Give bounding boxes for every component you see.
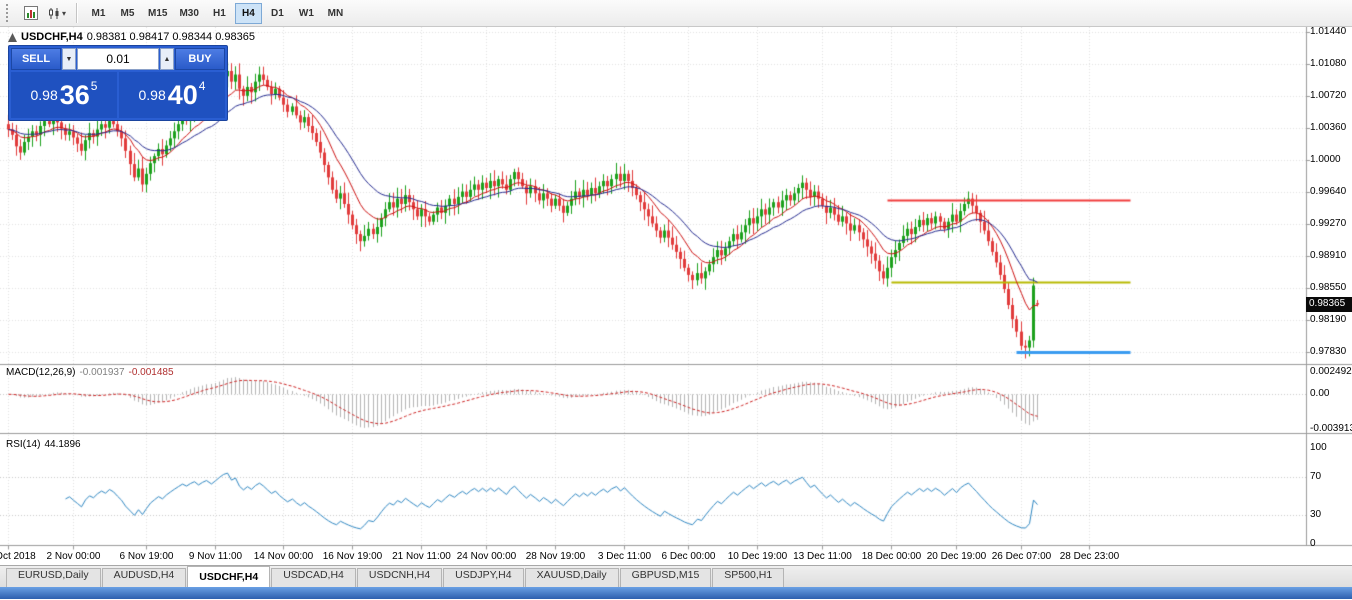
macd-signal-value: -0.001485	[128, 367, 174, 378]
date-axis-label: 26 Dec 07:00	[991, 551, 1052, 562]
macd-axis-label: -0.003913	[1310, 423, 1352, 435]
date-axis-label: 28 Nov 19:00	[525, 551, 586, 562]
rsi-axis-label: 30	[1310, 509, 1322, 521]
buy-price[interactable]: 0.98 40 4	[119, 72, 225, 118]
toolbar-grip[interactable]	[6, 4, 13, 22]
date-axis-label: 3 Dec 11:00	[597, 551, 652, 562]
chart-tab-USDCAD-H4[interactable]: USDCAD,H4	[271, 568, 356, 587]
rsi-value: 44.1896	[44, 439, 81, 450]
date-axis-label: 28 Dec 23:00	[1059, 551, 1120, 562]
chart-tabbar: EURUSD,Daily AUDUSD,H4 USDCHF,H4 USDCAD,H4 U…	[0, 565, 1352, 587]
charts-icon[interactable]	[19, 3, 43, 24]
timeframe-toolbar: ▾ M1 M5 M15 M30 H1 H4 D1 W1 MN	[0, 0, 1352, 27]
date-axis-label: 13 Dec 11:00	[793, 551, 852, 562]
volume-spin-up[interactable]: ▲	[160, 48, 174, 70]
timeframe-button-H4[interactable]: H4	[234, 2, 262, 24]
macd-label: MACD(12,26,9) -0.001937 -0.001485	[6, 367, 174, 378]
date-axis-label: 21 Nov 11:00	[392, 551, 451, 562]
date-axis-label: 14 Nov 00:00	[253, 551, 314, 562]
date-axis-label: 18 Dec 00:00	[861, 551, 922, 562]
sell-price-pips: 36	[59, 79, 90, 110]
sell-price[interactable]: 0.98 36 5	[11, 72, 117, 118]
caret-down-icon: ▼	[65, 55, 73, 63]
timeframe-button-M30[interactable]: M30	[174, 3, 203, 24]
chart-tab-USDCHF-H4[interactable]: USDCHF,H4	[187, 566, 271, 587]
date-axis-label: 6 Dec 00:00	[661, 551, 716, 562]
price-axis-label: 0.98550	[1310, 282, 1347, 294]
sell-button[interactable]: SELL	[11, 48, 61, 70]
sell-price-point: 5	[90, 79, 98, 93]
date-axis-label: 9 Nov 11:00	[188, 551, 243, 562]
current-price-badge: 0.98365	[1306, 296, 1352, 312]
chart-tab-SP500-H1[interactable]: SP500,H1	[712, 568, 785, 587]
buy-price-point: 4	[198, 79, 206, 93]
volume-input[interactable]	[77, 48, 159, 70]
price-axis-label: 1.01080	[1310, 57, 1347, 69]
price-axis-label: 0.99640	[1310, 185, 1347, 197]
chart-symbol-icon	[8, 32, 17, 42]
macd-main-value: -0.001937	[79, 367, 125, 378]
chart-window-icon	[24, 6, 38, 20]
sell-price-base: 0.98	[30, 87, 58, 103]
price-axis-label: 1.00360	[1310, 121, 1347, 133]
rsi-label: RSI(14) 44.1896	[6, 439, 81, 450]
chart-symbol-label: USDCHF,H4	[21, 31, 83, 43]
timeframe-button-M15[interactable]: M15	[143, 3, 172, 24]
rsi-axis-label: 100	[1310, 442, 1327, 453]
timeframe-button-M5[interactable]: M5	[114, 3, 141, 24]
chart-tab-AUDUSD-H4[interactable]: AUDUSD,H4	[101, 568, 187, 587]
macd-name: MACD(12,26,9)	[6, 367, 76, 378]
date-axis-label: 20 Dec 19:00	[926, 551, 987, 562]
rsi-axis-label: 70	[1310, 470, 1322, 482]
price-axis-label: 1.00720	[1310, 89, 1347, 101]
timeframe-button-D1[interactable]: D1	[264, 3, 291, 24]
chart-tab-USDJPY-H4[interactable]: USDJPY,H4	[443, 568, 524, 587]
toolbar-separator	[76, 3, 78, 23]
buy-button[interactable]: BUY	[175, 48, 225, 70]
caret-up-icon: ▲	[163, 55, 171, 63]
chart-style-dropdown[interactable]: ▾	[45, 3, 69, 24]
price-axis-label: 0.98190	[1310, 314, 1347, 326]
macd-axis-label: 0.00	[1310, 388, 1330, 400]
one-click-trading-panel: SELL ▼ ▲ BUY 0.98 36 5 0.98 40 4	[8, 45, 228, 121]
date-axis-label: 6 Nov 19:00	[119, 551, 174, 562]
chart-tab-XAUUSD-Daily[interactable]: XAUUSD,Daily	[524, 568, 619, 587]
price-axis-label: 1.0000	[1310, 153, 1341, 165]
timeframe-button-W1[interactable]: W1	[293, 3, 320, 24]
price-axis-label: 1.01440	[1310, 26, 1347, 37]
rsi-axis-label: 0	[1310, 538, 1316, 549]
timeframe-button-MN[interactable]: MN	[322, 3, 349, 24]
timeframe-buttons-group: M1 M5 M15 M30 H1 H4 D1 W1 MN	[84, 2, 350, 24]
chart-tab-EURUSD-Daily[interactable]: EURUSD,Daily	[6, 568, 101, 587]
date-axis-label: 2 Nov 00:00	[46, 551, 101, 562]
chart-area: USDCHF,H4 0.98381 0.98417 0.98344 0.9836…	[0, 26, 1352, 565]
chart-tab-GBPUSD-M15[interactable]: GBPUSD,M15	[619, 568, 712, 587]
macd-axis-label: 0.002492	[1310, 366, 1352, 378]
chevron-down-icon: ▾	[61, 8, 66, 18]
date-axis-label: 30 Oct 2018	[0, 551, 36, 562]
buy-price-pips: 40	[167, 79, 198, 110]
price-axis-label: 0.98910	[1310, 250, 1347, 262]
status-strip	[0, 587, 1352, 599]
buy-price-base: 0.98	[138, 87, 166, 103]
chart-ohlc-values: 0.98381 0.98417 0.98344 0.98365	[86, 31, 255, 43]
chart-tab-USDCNH-H4[interactable]: USDCNH,H4	[356, 568, 443, 587]
rsi-name: RSI(14)	[6, 439, 41, 450]
timeframe-button-H1[interactable]: H1	[206, 3, 233, 24]
candlestick-style-icon	[48, 7, 59, 19]
date-axis-label: 16 Nov 19:00	[322, 551, 383, 562]
chart-title: USDCHF,H4 0.98381 0.98417 0.98344 0.9836…	[8, 31, 255, 43]
volume-spin-down[interactable]: ▼	[62, 48, 76, 70]
price-axis-label: 0.99270	[1310, 218, 1347, 230]
date-axis-label: 24 Nov 00:00	[456, 551, 517, 562]
timeframe-button-M1[interactable]: M1	[85, 3, 112, 24]
price-axis-label: 0.97830	[1310, 346, 1347, 357]
date-axis-label: 10 Dec 19:00	[727, 551, 788, 562]
